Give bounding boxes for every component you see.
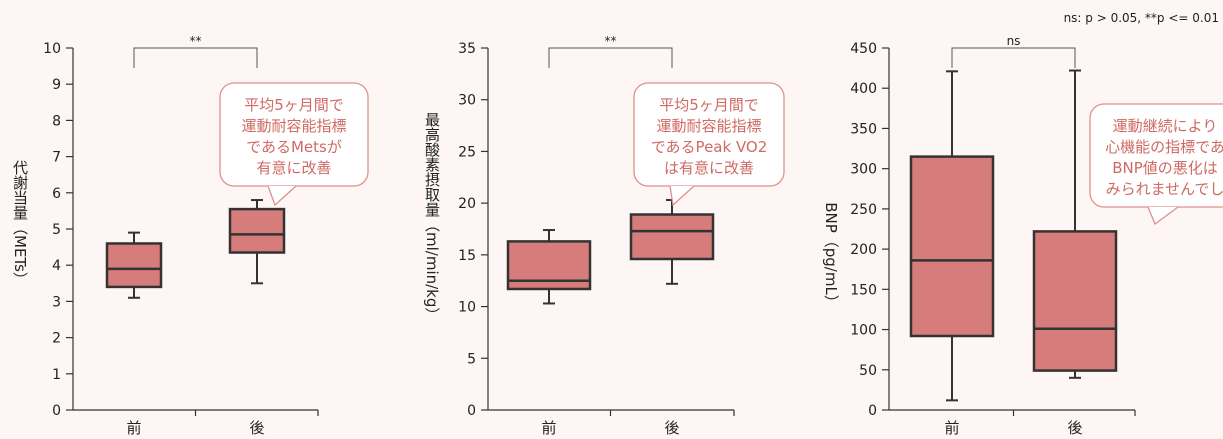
- significance-bracket: [133, 47, 258, 68]
- box-before: [909, 70, 995, 402]
- significance-label: **: [190, 34, 202, 48]
- y-tick-label: 15: [458, 248, 476, 264]
- box-iqr: [629, 213, 715, 261]
- callout-line: 運動耐容能指標: [241, 117, 346, 135]
- y-tick-label: 350: [850, 121, 877, 137]
- x-category-label: 後: [1067, 419, 1082, 437]
- box-before: [506, 229, 592, 305]
- y-tick-label: 9: [52, 77, 61, 93]
- callout-line: であるMetsが: [246, 138, 342, 156]
- y-tick-label: 150: [850, 282, 877, 298]
- y-tick-label: 3: [52, 294, 61, 310]
- y-tick-label: 4: [52, 258, 61, 274]
- box-iqr: [909, 155, 995, 338]
- y-tick-label: 5: [52, 222, 61, 238]
- y-axis-label: 代謝当量（METs）: [11, 160, 29, 287]
- y-axis-label: 最高酸素摂取量（ml/min/kg）: [423, 112, 441, 322]
- significance-bracket: [548, 47, 673, 68]
- chart-3: 0 50 100 150 200 250 300 350 400 450 前 後 BNP（pg/mL） n…: [822, 34, 1223, 437]
- x-category-label: 後: [664, 419, 679, 437]
- y-tick-label: 5: [467, 351, 476, 367]
- callout-line: 心機能の指標であ: [1105, 138, 1223, 156]
- y-tick-label: 50: [859, 363, 877, 379]
- chart-1: 0 1 2 3 4 5 6 7 8 9 10 前 後 代謝当量（METs） ** 平均5ヶ月間で運動耐容能指標…: [11, 34, 369, 437]
- callout-tail: [1147, 206, 1179, 226]
- y-tick-label: 20: [458, 196, 476, 212]
- callout-tail-fill: [268, 186, 296, 205]
- y-tick-label: 250: [850, 202, 877, 218]
- y-tick-label: 25: [458, 144, 476, 160]
- box-iqr: [105, 242, 163, 289]
- y-tick-label: 30: [458, 93, 476, 109]
- y-tick-label: 0: [467, 403, 476, 419]
- callout-line: 平均5ヶ月間で: [659, 96, 759, 114]
- y-tick-label: 300: [850, 162, 877, 178]
- y-tick-label: 100: [850, 323, 877, 339]
- box-after: [629, 199, 715, 285]
- box-after: [1032, 69, 1118, 379]
- callout-tail: [267, 185, 297, 207]
- callout-line: BNP値の悪化は: [1112, 159, 1218, 177]
- significance-label: **: [605, 34, 617, 48]
- box-iqr: [1032, 230, 1118, 372]
- significance-bracket: [951, 47, 1076, 68]
- y-tick-label: 2: [52, 331, 61, 347]
- callout-line: 平均5ヶ月間で: [244, 96, 344, 114]
- y-axis-label: BNP（pg/mL）: [822, 202, 840, 310]
- callout-tail: [669, 185, 695, 207]
- y-tick-label: 1: [52, 367, 61, 383]
- y-tick-label: 0: [868, 403, 877, 419]
- significance-label: ns: [1007, 34, 1021, 48]
- x-category-label: 前: [944, 419, 959, 437]
- chart-2: 0 5 10 15 20 25 30 35 前 後 最高酸素摂取量（ml/min/kg） ** 平均5ヶ…: [423, 34, 785, 437]
- callout-line: 運動継続により: [1113, 117, 1218, 135]
- y-tick-label: 0: [52, 403, 61, 419]
- y-tick-label: 450: [850, 41, 877, 57]
- significance-note: ns: p > 0.05, **p <= 0.01: [1064, 11, 1219, 25]
- x-category-label: 前: [126, 419, 141, 437]
- callout-box: [633, 82, 785, 187]
- y-tick-label: 7: [52, 150, 61, 166]
- y-tick-label: 400: [850, 81, 877, 97]
- box-iqr: [228, 207, 286, 254]
- y-tick-label: 6: [52, 186, 61, 202]
- box-before: [105, 231, 163, 299]
- y-tick-label: 35: [458, 41, 476, 57]
- callout-line: であるPeak VO2: [651, 138, 768, 156]
- y-tick-label: 8: [52, 113, 61, 129]
- box-after: [228, 199, 286, 285]
- x-category-label: 後: [249, 419, 264, 437]
- callout-line: 有意に改善: [256, 159, 331, 177]
- callout-line: は有意に改善: [664, 159, 754, 177]
- y-tick-label: 10: [43, 41, 61, 57]
- y-tick-label: 200: [850, 242, 877, 258]
- y-tick-label: 10: [458, 300, 476, 316]
- callout-line: みられませんでし: [1106, 180, 1223, 198]
- callout-tail-fill: [1148, 207, 1178, 224]
- x-category-label: 前: [541, 419, 556, 437]
- callout-line: 運動耐容能指標: [656, 117, 761, 135]
